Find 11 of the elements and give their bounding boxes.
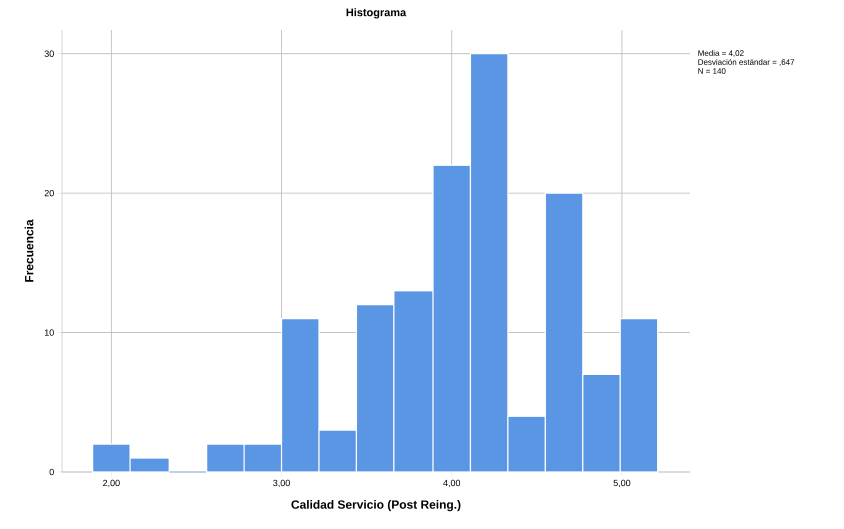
x-tick-label: 5,00 — [614, 480, 630, 488]
y-tick-label: 30 — [44, 50, 54, 57]
x-axis-title: Calidad Servicio (Post Reing.) — [291, 500, 460, 512]
y-tick-label: 10 — [44, 329, 54, 336]
chart-title: Histograma — [346, 8, 406, 18]
y-axis-title: Frecuencia — [24, 219, 34, 282]
x-tick-label: 2,00 — [103, 480, 120, 488]
y-tick-label: 20 — [44, 190, 54, 196]
y-tick-label: 0 — [50, 468, 54, 476]
x-tick-label: 3,00 — [273, 480, 290, 488]
x-tick-label: 4,00 — [443, 480, 460, 488]
